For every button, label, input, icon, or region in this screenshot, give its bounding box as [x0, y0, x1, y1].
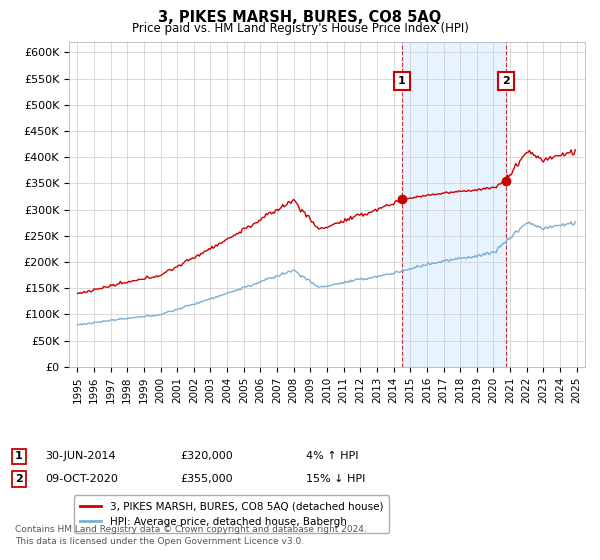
Text: 2: 2 [502, 76, 510, 86]
Text: Contains HM Land Registry data © Crown copyright and database right 2024.
This d: Contains HM Land Registry data © Crown c… [15, 525, 367, 546]
Legend: 3, PIKES MARSH, BURES, CO8 5AQ (detached house), HPI: Average price, detached ho: 3, PIKES MARSH, BURES, CO8 5AQ (detached… [74, 496, 389, 533]
Text: 1: 1 [398, 76, 406, 86]
Text: £355,000: £355,000 [180, 474, 233, 484]
Text: 4% ↑ HPI: 4% ↑ HPI [306, 451, 359, 461]
Text: Price paid vs. HM Land Registry's House Price Index (HPI): Price paid vs. HM Land Registry's House … [131, 22, 469, 35]
Text: £320,000: £320,000 [180, 451, 233, 461]
Text: 09-OCT-2020: 09-OCT-2020 [45, 474, 118, 484]
Text: 1: 1 [15, 451, 23, 461]
Text: 15% ↓ HPI: 15% ↓ HPI [306, 474, 365, 484]
Text: 30-JUN-2014: 30-JUN-2014 [45, 451, 116, 461]
Text: 3, PIKES MARSH, BURES, CO8 5AQ: 3, PIKES MARSH, BURES, CO8 5AQ [158, 10, 442, 25]
Text: 2: 2 [15, 474, 23, 484]
